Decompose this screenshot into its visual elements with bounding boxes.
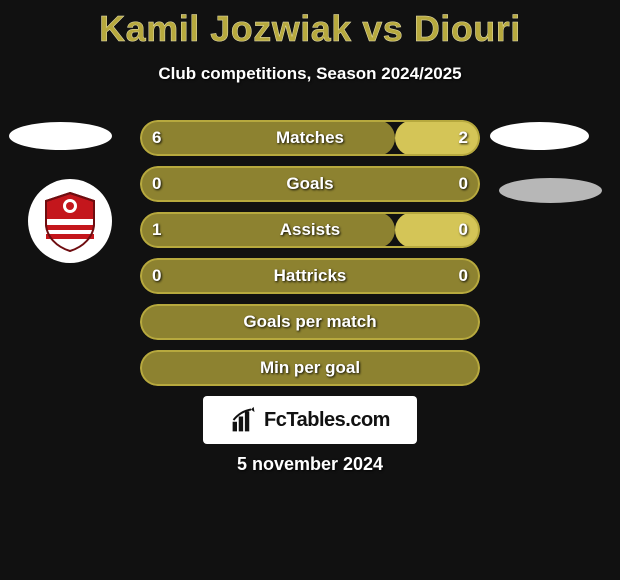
stat-row: Min per goal — [140, 350, 480, 386]
stat-row: 00Hattricks — [140, 258, 480, 294]
stat-row-left-fill — [140, 304, 480, 340]
stat-row-left-fill — [140, 166, 480, 202]
comparison-infographic: Kamil Jozwiak vs Diouri Club competition… — [0, 0, 620, 500]
club-shield-icon — [38, 189, 102, 253]
fctables-brand-text: FcTables.com — [264, 409, 390, 432]
fctables-brand-pill[interactable]: FcTables.com — [203, 396, 417, 444]
infographic-date: 5 november 2024 — [0, 454, 620, 475]
stat-row-right-fill — [395, 212, 480, 248]
stat-row: 10Assists — [140, 212, 480, 248]
stat-row: 62Matches — [140, 120, 480, 156]
page-subtitle: Club competitions, Season 2024/2025 — [0, 64, 620, 84]
stat-row-left-fill — [140, 212, 395, 248]
right-player-ellipse-2 — [499, 178, 602, 203]
stat-row: 00Goals — [140, 166, 480, 202]
page-title: Kamil Jozwiak vs Diouri — [0, 0, 620, 50]
stat-row-left-fill — [140, 120, 395, 156]
left-player-ellipse-1 — [9, 122, 112, 150]
right-player-ellipse-1 — [490, 122, 589, 150]
stat-row-left-fill — [140, 258, 480, 294]
fctables-logo-icon — [230, 406, 258, 434]
stat-row-right-fill — [395, 120, 480, 156]
stat-bars: 62Matches 00Goals 10Assists 00Hattricks Goal… — [140, 120, 480, 396]
stat-row-left-fill — [140, 350, 480, 386]
left-player-club-badge — [28, 179, 112, 263]
stat-row: Goals per match — [140, 304, 480, 340]
